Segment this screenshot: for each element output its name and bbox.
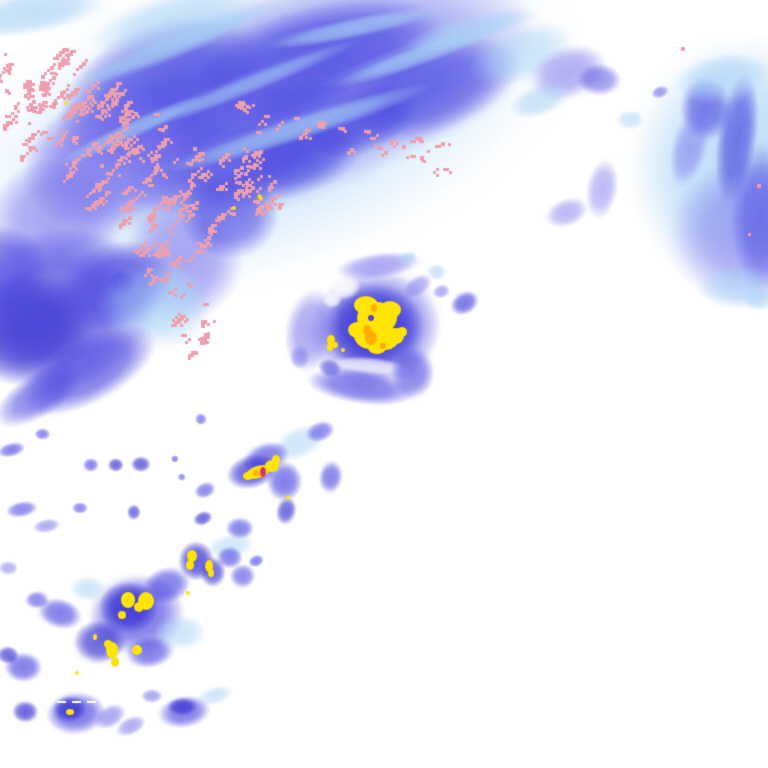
radar-viewport	[0, 0, 768, 768]
weather-radar-canvas	[0, 0, 768, 768]
